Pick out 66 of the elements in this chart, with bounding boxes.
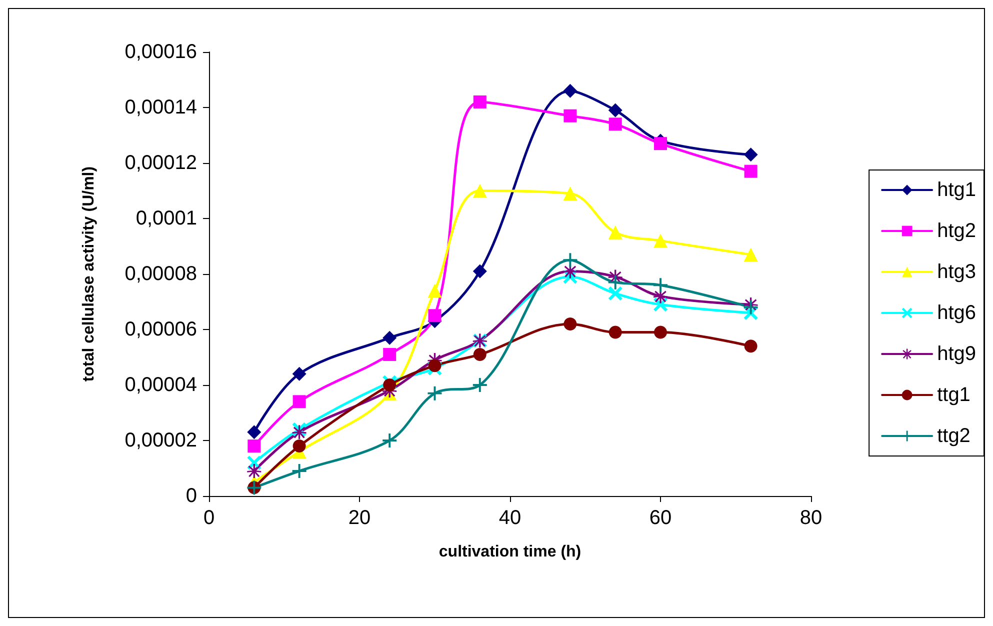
y-tick-label: 0,00016	[124, 41, 197, 63]
y-tick-label: 0,0001	[136, 208, 197, 230]
point	[428, 359, 442, 372]
legend-label: htg3	[937, 261, 976, 283]
point	[744, 164, 758, 178]
y-tick-label: 0,00004	[124, 374, 197, 396]
point	[654, 326, 667, 339]
point	[608, 275, 622, 290]
x-tick-label: 40	[498, 507, 522, 529]
point	[292, 464, 306, 478]
legend-label: htg1	[937, 179, 976, 201]
point	[428, 386, 442, 400]
legend-label: htg9	[937, 343, 976, 365]
y-tick-label: 0,00008	[124, 263, 197, 285]
point	[744, 148, 758, 162]
point	[292, 395, 306, 408]
point	[608, 326, 622, 339]
point	[473, 95, 486, 108]
y-tick-label: 0,00006	[124, 318, 197, 340]
point	[292, 366, 306, 381]
point	[744, 248, 758, 262]
point	[564, 317, 577, 330]
point	[563, 264, 578, 278]
point	[292, 425, 306, 440]
point	[247, 464, 262, 478]
point	[608, 225, 622, 240]
point	[608, 118, 622, 131]
x-tick-label: 80	[800, 507, 822, 529]
point	[608, 103, 622, 118]
point	[292, 440, 306, 453]
point	[383, 348, 396, 361]
point	[654, 234, 668, 248]
point	[564, 109, 577, 122]
point	[428, 284, 442, 298]
x-tick-label: 0	[203, 507, 215, 529]
point	[654, 289, 668, 304]
point	[472, 378, 487, 392]
point	[654, 278, 668, 292]
x-tick-label: 60	[649, 507, 672, 529]
legend-label: htg6	[937, 302, 976, 324]
x-tick-label: 20	[348, 507, 371, 529]
legend-label: htg2	[937, 220, 976, 242]
legend-label: ttg2	[937, 425, 970, 447]
point	[248, 440, 261, 453]
point	[608, 286, 622, 300]
point	[563, 84, 578, 98]
point	[563, 186, 578, 201]
point	[382, 434, 397, 448]
point	[473, 348, 486, 361]
point	[744, 340, 758, 353]
point	[382, 330, 397, 345]
y-axis-title: total cellulase activity (U/ml)	[80, 166, 98, 382]
y-tick-label: 0,00014	[124, 96, 197, 118]
point	[654, 137, 667, 150]
x-axis-title: cultivation time (h)	[438, 544, 582, 560]
y-tick-label: 0	[186, 485, 197, 507]
point	[428, 309, 442, 322]
point	[563, 253, 578, 268]
point	[247, 425, 262, 440]
point	[744, 300, 758, 314]
point	[472, 184, 487, 198]
y-tick-label: 0,00012	[124, 152, 197, 174]
point	[472, 264, 487, 278]
legend-label: ttg1	[937, 384, 970, 406]
y-tick-label: 0,00002	[124, 430, 197, 452]
point	[383, 378, 396, 392]
